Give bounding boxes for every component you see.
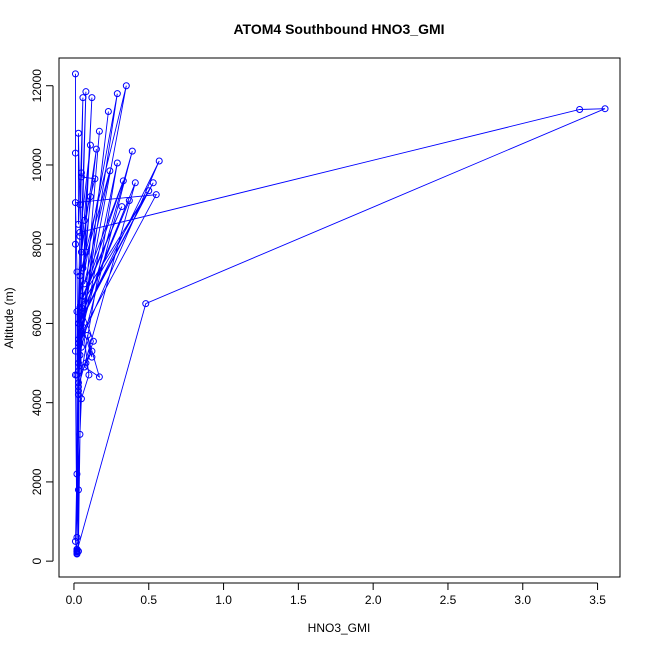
data-point bbox=[86, 193, 94, 201]
y-tick-label: 2000 bbox=[30, 468, 44, 495]
data-point bbox=[128, 147, 136, 155]
data-point bbox=[74, 379, 82, 387]
data-point bbox=[83, 331, 91, 339]
data-point bbox=[71, 70, 79, 78]
data-point bbox=[145, 187, 153, 195]
data-point bbox=[80, 280, 88, 288]
data-point bbox=[118, 203, 126, 211]
data-point bbox=[73, 533, 81, 541]
plot-box bbox=[58, 57, 621, 578]
data-point bbox=[76, 232, 84, 240]
data-point bbox=[104, 107, 112, 115]
data-point bbox=[71, 240, 79, 248]
data-point bbox=[79, 264, 87, 272]
y-tick-label: 0 bbox=[30, 557, 44, 564]
data-point bbox=[576, 106, 584, 114]
x-tick-label: 0.0 bbox=[66, 593, 83, 607]
data-point bbox=[131, 179, 139, 187]
x-tick-label: 3.5 bbox=[589, 593, 606, 607]
data-point bbox=[122, 82, 130, 90]
data-point bbox=[74, 220, 82, 228]
y-tick-label: 12000 bbox=[30, 69, 44, 103]
data-point bbox=[74, 383, 82, 391]
data-point bbox=[77, 395, 85, 403]
data-point bbox=[74, 486, 82, 494]
data-point bbox=[76, 331, 84, 339]
y-axis: 0 2000 4000 6000 8000 10000 12000 bbox=[30, 69, 54, 564]
data-point bbox=[88, 353, 96, 361]
data-point bbox=[76, 228, 84, 236]
data-point bbox=[82, 359, 90, 367]
y-tick-label: 8000 bbox=[30, 231, 44, 258]
data-point bbox=[89, 337, 97, 345]
data-point bbox=[76, 272, 84, 280]
data-point bbox=[76, 201, 84, 209]
data-point bbox=[125, 197, 133, 205]
data-point bbox=[76, 351, 84, 359]
data-point bbox=[113, 90, 121, 98]
data-point bbox=[73, 470, 81, 478]
y-tick-label: 4000 bbox=[30, 389, 44, 416]
data-point bbox=[95, 127, 103, 135]
data-point bbox=[79, 323, 87, 331]
data-point bbox=[73, 371, 81, 379]
data-point bbox=[85, 371, 93, 379]
data-point bbox=[74, 335, 82, 343]
data-point bbox=[119, 177, 127, 185]
data-point bbox=[82, 88, 90, 96]
data-point bbox=[76, 339, 84, 347]
data-point bbox=[76, 430, 84, 438]
data-point bbox=[155, 157, 163, 165]
data-point bbox=[86, 141, 94, 149]
data-point bbox=[80, 216, 88, 224]
x-tick-label: 1.5 bbox=[290, 593, 307, 607]
data-point bbox=[71, 149, 79, 157]
data-point bbox=[77, 248, 85, 256]
x-tick-label: 0.5 bbox=[140, 593, 157, 607]
data-point bbox=[88, 94, 96, 102]
data-point bbox=[77, 169, 85, 177]
data-point bbox=[74, 367, 82, 375]
x-tick-label: 1.0 bbox=[215, 593, 232, 607]
data-point bbox=[71, 537, 79, 545]
data-point bbox=[106, 167, 114, 175]
data-point bbox=[71, 347, 79, 355]
data-point bbox=[91, 175, 99, 183]
data-point bbox=[73, 550, 81, 558]
x-axis-label: HNO3_GMI bbox=[308, 621, 371, 635]
data-point bbox=[74, 319, 82, 327]
data-point bbox=[77, 343, 85, 351]
data-point bbox=[74, 129, 82, 137]
series-line bbox=[75, 73, 606, 554]
x-tick-label: 3.0 bbox=[514, 593, 531, 607]
data-point bbox=[80, 363, 88, 371]
y-tick-label: 6000 bbox=[30, 310, 44, 337]
data-point bbox=[79, 308, 87, 316]
data-point bbox=[601, 105, 609, 113]
data-point bbox=[142, 300, 150, 308]
data-point bbox=[77, 304, 85, 312]
data-point bbox=[79, 94, 87, 102]
data-point bbox=[82, 248, 90, 256]
chart-title: ATOM4 Southbound HNO3_GMI bbox=[233, 21, 444, 37]
series-layer bbox=[71, 70, 609, 558]
data-point bbox=[71, 199, 79, 207]
data-point bbox=[152, 191, 160, 199]
data-point bbox=[77, 327, 85, 335]
y-tick-label: 10000 bbox=[30, 148, 44, 182]
data-point bbox=[74, 387, 82, 395]
data-point bbox=[92, 145, 100, 153]
data-point bbox=[74, 359, 82, 367]
data-point bbox=[77, 173, 85, 181]
x-tick-label: 2.0 bbox=[365, 593, 382, 607]
data-point bbox=[95, 373, 103, 381]
data-point bbox=[73, 546, 81, 554]
data-point bbox=[149, 179, 157, 187]
data-point bbox=[113, 159, 121, 167]
x-tick-label: 2.5 bbox=[440, 593, 457, 607]
y-axis-label: Altitude (m) bbox=[2, 287, 16, 348]
x-axis: 0.0 0.5 1.0 1.5 2.0 2.5 3.0 3.5 bbox=[66, 582, 606, 607]
